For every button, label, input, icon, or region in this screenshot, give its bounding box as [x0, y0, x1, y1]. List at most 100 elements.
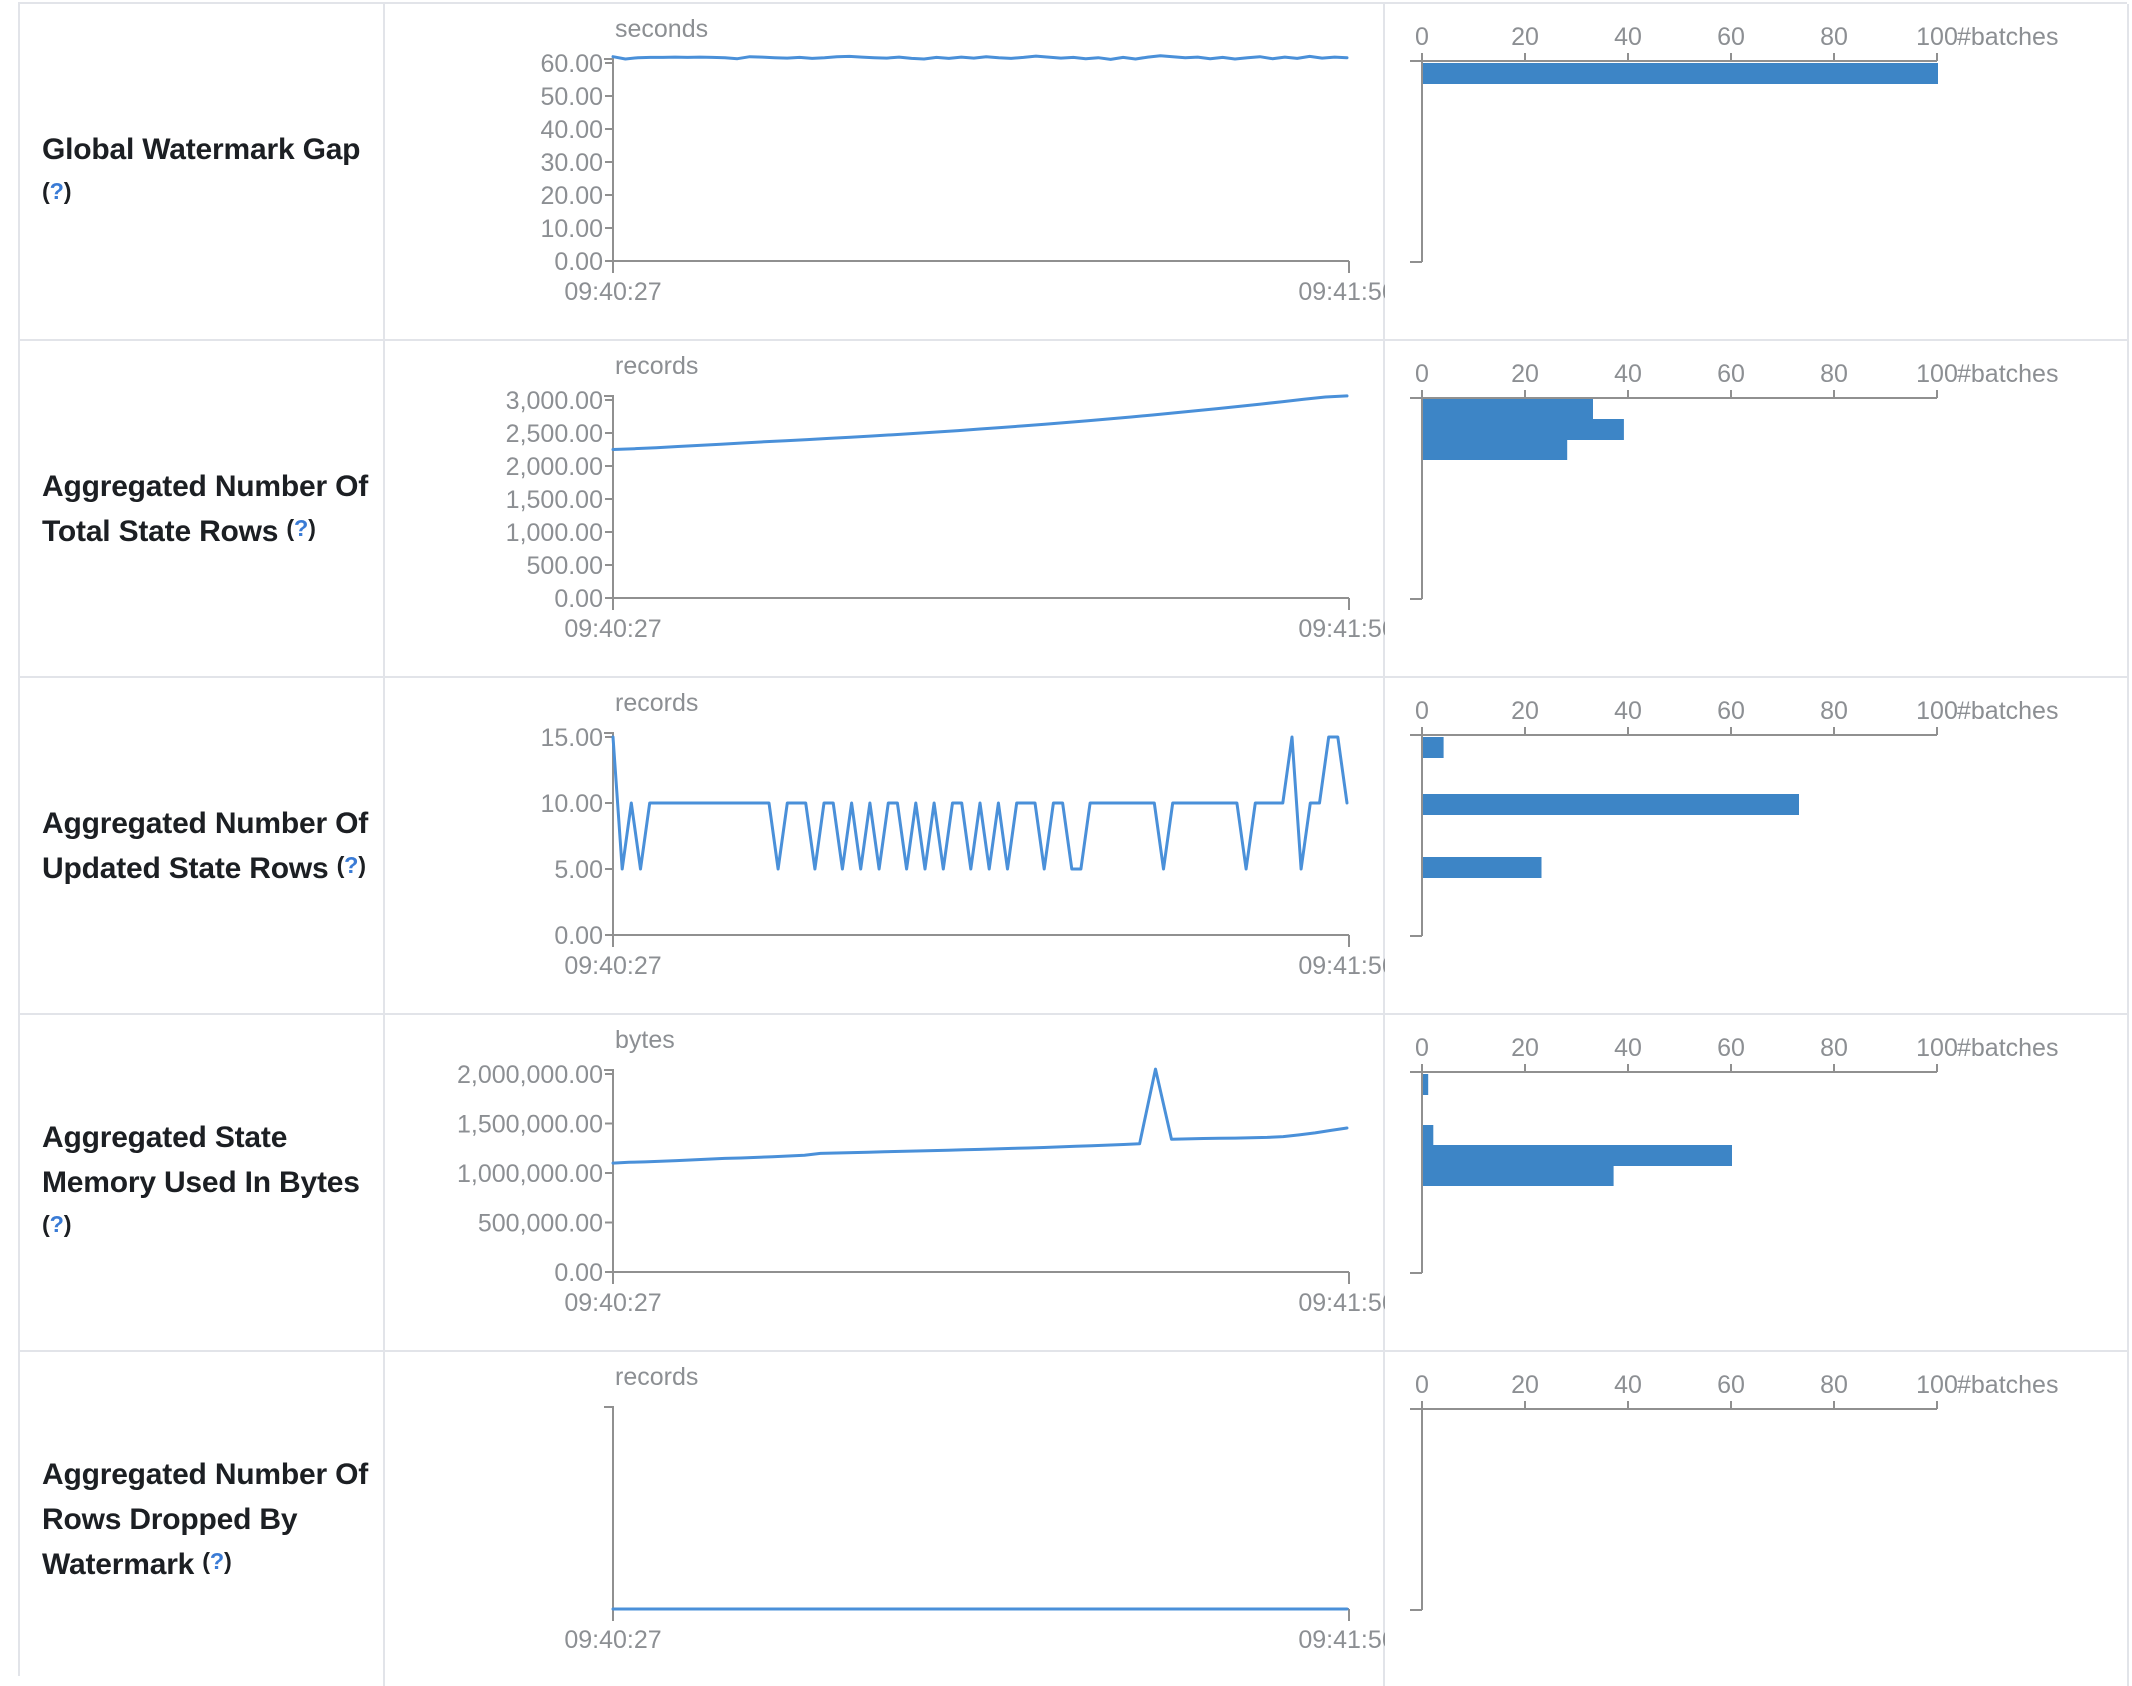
help-link[interactable]: ?: [209, 1548, 224, 1574]
x-end-label: 09:41:56: [1298, 278, 1395, 306]
metric-label: Aggregated State Memory Used In Bytes (?…: [42, 1115, 375, 1250]
histogram-bar: [1423, 1145, 1732, 1166]
timeline-unit-label: records: [615, 1363, 698, 1391]
histogram-chart: 0 20 40 60 80 100 #batches: [1410, 1371, 2058, 1611]
histogram-bar: [1423, 399, 1593, 420]
hist-tick-label: 60: [1717, 1371, 1745, 1399]
histogram-chart: 0 20 40 60 80 100 #batches: [1410, 1034, 2058, 1274]
hist-tick-label: 60: [1717, 23, 1745, 51]
hist-tick-label: 0: [1415, 23, 1429, 51]
hist-tick-label: 100: [1916, 1371, 1958, 1399]
hist-tick-label: 0: [1415, 360, 1429, 388]
help-link[interactable]: ?: [294, 514, 309, 541]
y-tick-label: 30.00: [540, 149, 603, 177]
y-tick-label: 15.00: [540, 724, 603, 752]
histogram-cell: 0 20 40 60 80 100 #batches: [1385, 678, 2129, 1015]
histogram-cell: 0 20 40 60 80 100 #batches: [1385, 341, 2129, 678]
histogram-chart: 0 20 40 60 80 100 #batches: [1410, 23, 2058, 263]
histogram-bar: [1423, 419, 1624, 440]
x-start-label: 09:40:27: [564, 1626, 661, 1654]
y-tick-label: 10.00: [540, 215, 603, 243]
hist-tick-label: 20: [1511, 360, 1539, 388]
y-tick-label: 50.00: [540, 83, 603, 111]
hist-tick-label: 80: [1820, 1034, 1848, 1062]
hist-tick-label: 20: [1511, 1371, 1539, 1399]
metric-label: Aggregated Number Of Total State Rows (?…: [42, 464, 375, 554]
hist-tick-label: 40: [1614, 360, 1642, 388]
hist-tick-label: 0: [1415, 1371, 1429, 1399]
timeline-axis: [604, 1406, 1350, 1621]
histogram-bar: [1423, 737, 1444, 758]
histogram-bar: [1423, 857, 1542, 878]
y-tick-label: 0.00: [554, 922, 603, 950]
hist-tick-label: 100: [1916, 1034, 1958, 1062]
metric-line: [611, 54, 1349, 61]
histogram-bar: [1423, 439, 1568, 460]
histogram-axis: [1410, 1064, 1938, 1274]
metric-label: Aggregated Number Of Rows Dropped By Wat…: [42, 1452, 375, 1587]
metric-row-label-cell: Aggregated Number Of Updated State Rows …: [20, 678, 385, 1015]
timeline-axis: [604, 395, 1350, 610]
hist-tick-label: 0: [1415, 697, 1429, 725]
histogram-chart: 0 20 40 60 80 100 #batches: [1410, 697, 2058, 937]
help-link[interactable]: ?: [49, 1211, 64, 1237]
hist-unit-label: #batches: [1957, 23, 2058, 51]
metric-label-text: Aggregated Number Of Updated State Rows: [42, 806, 369, 885]
y-tick-label: 1,500,000.00: [457, 1111, 603, 1139]
histogram-axis: [1410, 390, 1938, 600]
metric-label-text: Aggregated State Memory Used In Bytes: [42, 1121, 360, 1199]
timeline-chart: records 09:40:27 09:41:56: [564, 1363, 1395, 1654]
hist-tick-label: 100: [1916, 23, 1958, 51]
timeline-unit-label: seconds: [615, 15, 708, 43]
help-link[interactable]: ?: [49, 177, 64, 204]
y-tick-label: 2,000,000.00: [457, 1061, 603, 1089]
hist-tick-label: 60: [1717, 1034, 1745, 1062]
timeline-cell: bytes 2,000,000.00 1,500,000.00 1,000,000.0…: [385, 1015, 1396, 1352]
histogram-bar: [1423, 1074, 1429, 1095]
y-tick-label: 500.00: [527, 552, 603, 580]
timeline-unit-label: records: [615, 352, 698, 380]
hist-tick-label: 100: [1916, 360, 1958, 388]
histogram-chart: 0 20 40 60 80 100 #batches: [1410, 360, 2058, 600]
y-tick-label: 500,000.00: [478, 1210, 603, 1238]
x-start-label: 09:40:27: [564, 615, 661, 643]
y-tick-label: 20.00: [540, 182, 603, 210]
hist-tick-label: 60: [1717, 697, 1745, 725]
metric-row-label-cell: Aggregated Number Of Total State Rows (?…: [20, 341, 385, 678]
hist-tick-label: 20: [1511, 697, 1539, 725]
y-tick-label: 10.00: [540, 790, 603, 818]
timeline-cell: records 15.00 10.00 5.00 0.00 09:40:27 09:41:5…: [385, 678, 1396, 1015]
hist-unit-label: #batches: [1957, 1034, 2058, 1062]
hist-tick-label: 0: [1415, 1034, 1429, 1062]
y-tick-label: 1,500.00: [506, 486, 603, 514]
metric-row-label-cell: Global Watermark Gap (?): [20, 4, 385, 341]
histogram-bar: [1423, 794, 1799, 815]
histogram-bar: [1423, 1125, 1434, 1146]
y-tick-label: 1,000,000.00: [457, 1160, 603, 1188]
x-end-label: 09:41:56: [1298, 952, 1395, 980]
y-tick-label: 2,500.00: [506, 420, 603, 448]
hist-tick-label: 40: [1614, 697, 1642, 725]
hist-tick-label: 40: [1614, 1034, 1642, 1062]
hist-tick-label: 20: [1511, 1034, 1539, 1062]
hist-tick-label: 80: [1820, 23, 1848, 51]
x-end-label: 09:41:56: [1298, 615, 1395, 643]
x-end-label: 09:41:56: [1298, 1289, 1395, 1317]
metric-label: Aggregated Number Of Updated State Rows …: [42, 801, 375, 891]
hist-unit-label: #batches: [1957, 1371, 2058, 1399]
metric-line: [611, 735, 1349, 871]
timeline-axis: [604, 732, 1350, 947]
help-link[interactable]: ?: [344, 851, 359, 878]
hist-tick-label: 100: [1916, 697, 1958, 725]
x-start-label: 09:40:27: [564, 278, 661, 306]
metric-label-text: Global Watermark Gap: [42, 132, 361, 166]
histogram-axis: [1410, 727, 1938, 937]
metrics-table: Global Watermark Gap (?) seconds 60.00 50.0…: [18, 2, 2129, 1686]
hist-unit-label: #batches: [1957, 360, 2058, 388]
hist-tick-label: 40: [1614, 1371, 1642, 1399]
histogram-axis: [1410, 1401, 1938, 1611]
y-tick-label: 2,000.00: [506, 453, 603, 481]
x-start-label: 09:40:27: [564, 952, 661, 980]
